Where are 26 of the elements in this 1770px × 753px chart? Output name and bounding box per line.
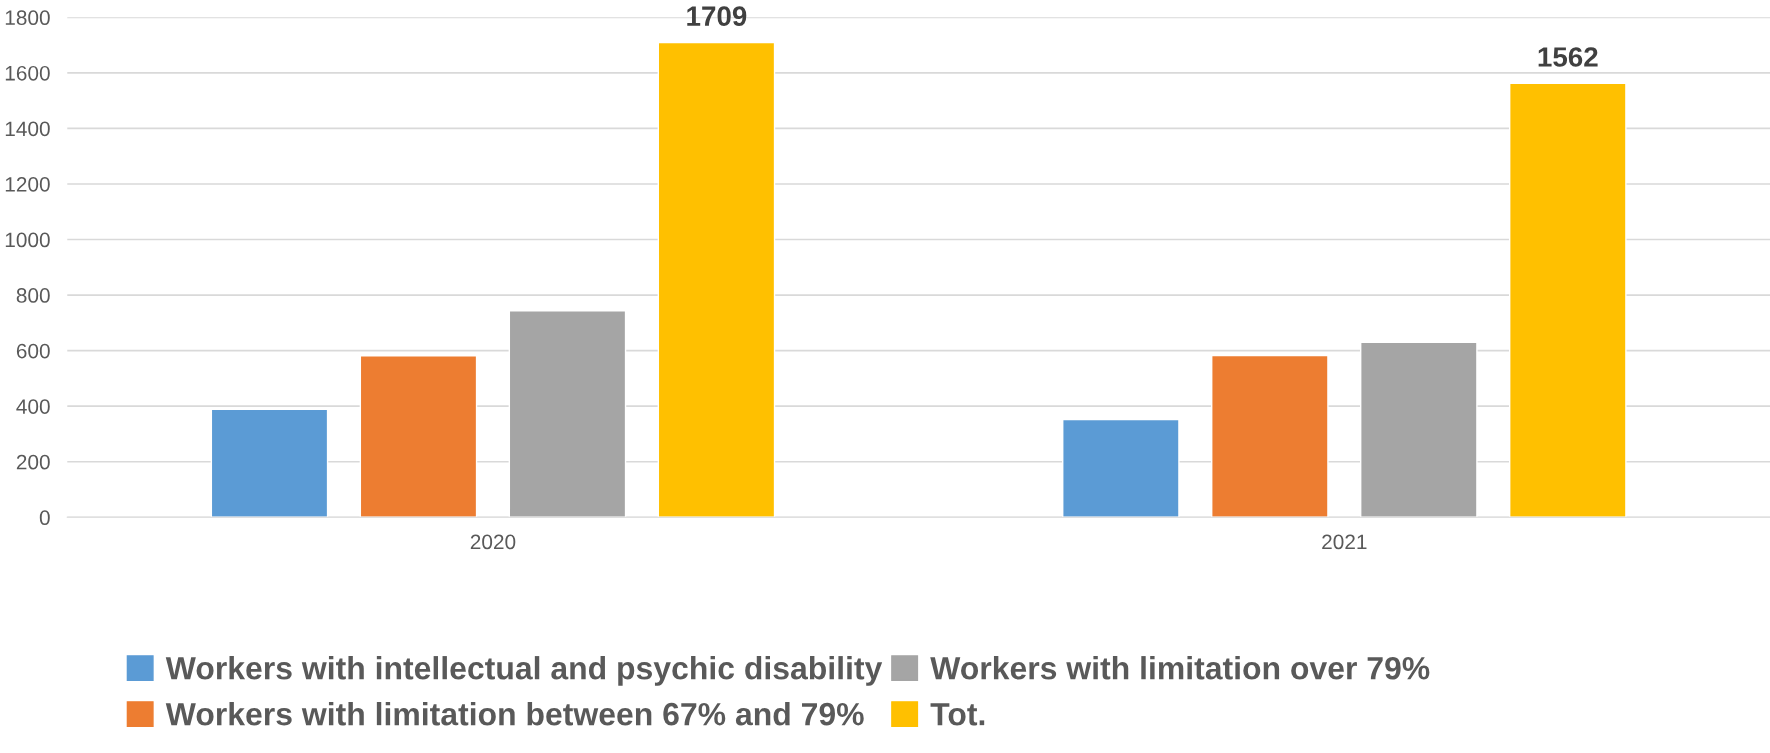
y-tick-label: 0: [39, 510, 50, 526]
bar: [1062, 418, 1180, 518]
bar: [359, 355, 478, 518]
bar: [508, 310, 627, 518]
x-tick-label: 2021: [1322, 534, 1367, 550]
y-tick-label: 1600: [5, 65, 50, 81]
legend-label: Workers with limitation between 67% and 79%: [165, 702, 864, 726]
bar: [657, 41, 776, 518]
y-tick-label: 1800: [5, 10, 50, 26]
y-tick-label: 600: [16, 343, 50, 359]
data-label: 1562: [1538, 47, 1598, 67]
y-tick-label: 1200: [5, 176, 50, 192]
y-tick-label: 200: [16, 454, 50, 470]
legend-label: Tot.: [930, 703, 985, 726]
bar: [1211, 354, 1329, 518]
y-tick-label: 800: [16, 288, 50, 303]
y-tick-label: 1400: [5, 121, 50, 137]
bar: [1360, 341, 1478, 518]
y-tick-label: 1000: [5, 232, 50, 248]
x-tick-label: 2020: [470, 534, 516, 550]
y-tick-label: 400: [16, 399, 50, 414]
legend-label: Workers with intellectual and psychic disability: [165, 656, 883, 686]
bar: [1508, 82, 1627, 518]
legend-label: Workers with limitation over 79%: [930, 656, 1430, 680]
bar: [210, 408, 329, 518]
data-label: 1709: [687, 6, 747, 26]
